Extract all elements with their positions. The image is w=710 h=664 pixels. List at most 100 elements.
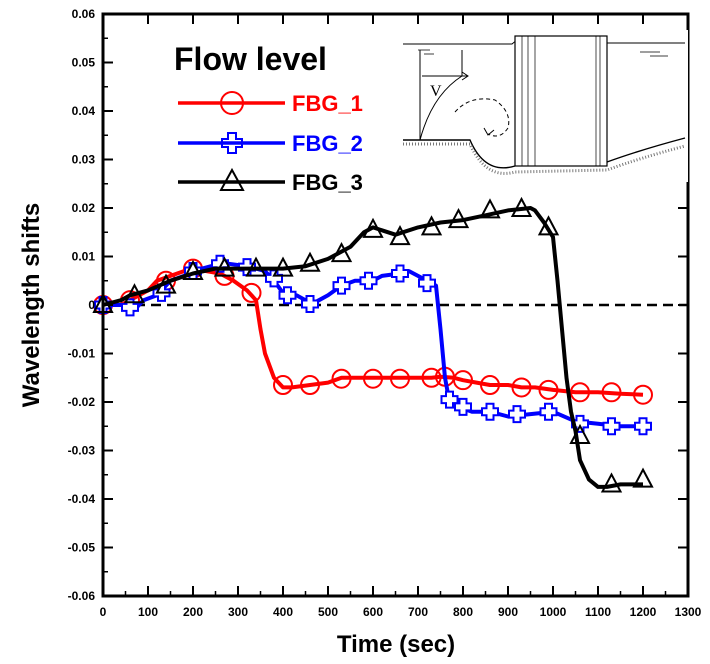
y-tick-label: -0.02 [68, 395, 96, 409]
data-point-triangle [330, 241, 353, 263]
x-tick-label: 1200 [630, 605, 657, 619]
x-axis-title: Time (sec) [337, 631, 455, 658]
data-point-triangle [389, 224, 411, 246]
data-point-plus [634, 417, 652, 436]
x-tick-label: 1100 [585, 605, 611, 619]
data-point-triangle [245, 256, 267, 277]
legend-title: Flow level [174, 41, 327, 77]
data-point-circle [390, 368, 410, 389]
legend-item-fbg-3: FBG_3 [178, 167, 363, 195]
y-tick-label: 0.06 [72, 7, 96, 21]
x-tick-label: 300 [228, 605, 248, 619]
legend-label-fbg-2: FBG_2 [292, 131, 363, 156]
y-tick-label: 0 [88, 298, 95, 312]
y-tick-label: -0.04 [68, 492, 96, 506]
x-tick-label: 600 [363, 605, 383, 619]
data-point-plus [481, 402, 499, 421]
data-point-triangle [447, 207, 470, 229]
y-tick-label: -0.03 [68, 444, 96, 458]
data-point-triangle [510, 196, 533, 217]
data-point-plus [539, 402, 558, 421]
x-tick-label: 0 [100, 605, 107, 619]
x-tick-label: 1300 [675, 605, 702, 619]
inset-vortex-arrow [483, 127, 495, 136]
x-tick-label: 900 [498, 605, 518, 619]
y-tick-label: -0.05 [68, 541, 96, 555]
data-point-circle [273, 375, 293, 396]
data-point-circle [538, 379, 559, 400]
x-tick-label: 500 [318, 605, 338, 619]
legend-item-fbg-2: FBG_2 [178, 131, 363, 156]
data-point-circle [633, 384, 653, 405]
y-tick-label: -0.01 [68, 347, 96, 361]
data-point-circle [300, 375, 320, 396]
data-point-circle [601, 382, 622, 403]
x-tick-label: 1000 [540, 605, 567, 619]
data-point-plus [332, 276, 351, 295]
inset-vortex [454, 98, 510, 137]
legend-label-fbg-1: FBG_1 [292, 91, 363, 116]
x-tick-label: 700 [408, 605, 428, 619]
data-point-circle [511, 377, 532, 398]
data-point-plus [301, 295, 319, 314]
legend: Flow level FBG_1 FBG_2 FBG_3 [174, 41, 363, 195]
legend-marker-fbg-2 [221, 132, 243, 154]
data-point-circle [241, 282, 262, 303]
inset-water-ripples [418, 49, 668, 57]
series-fbg-2 [94, 254, 652, 436]
y-tick-label: 0.01 [72, 250, 96, 264]
legend-label-fbg-3: FBG_3 [292, 170, 363, 195]
y-tick-label: 0.03 [72, 153, 96, 167]
data-point-triangle [362, 217, 384, 238]
data-point-circle [570, 382, 590, 403]
inset-velocity-arrow [422, 71, 469, 81]
data-point-triangle [299, 251, 321, 272]
data-point-circle [331, 368, 352, 389]
legend-item-fbg-1: FBG_1 [178, 91, 363, 116]
data-point-plus [121, 298, 139, 317]
data-point-plus [359, 271, 378, 290]
data-point-circle [363, 368, 383, 389]
data-point-plus [602, 417, 621, 436]
x-tick-label: 200 [183, 605, 203, 619]
data-point-plus [440, 390, 459, 409]
x-tick-label: 100 [138, 605, 158, 619]
inset-pier-scour-illustration: V [400, 30, 688, 182]
data-point-triangle [632, 467, 654, 488]
inset-velocity-symbol: V [430, 83, 442, 100]
y-tick-label: 0.02 [72, 201, 96, 215]
y-axis-title: Wavelength shifts [18, 203, 45, 407]
data-point-triangle [479, 198, 501, 219]
data-point-circle [480, 375, 500, 396]
axis-ticks [102, 13, 689, 597]
series-line [102, 206, 643, 489]
data-point-triangle [600, 472, 623, 493]
data-point-triangle [272, 256, 294, 277]
y-tick-label: 0.04 [72, 104, 96, 118]
inset-bed-texture [403, 142, 686, 175]
data-point-triangle [569, 423, 591, 444]
inset-river-bed [403, 137, 686, 169]
data-point-triangle [213, 256, 236, 277]
series-fbg-3 [92, 196, 654, 493]
legend-marker-fbg-1 [220, 91, 244, 115]
data-point-triangle [182, 259, 204, 281]
inset-pier-lines [521, 36, 601, 166]
data-point-triangle [155, 273, 177, 294]
series-layer [92, 196, 654, 493]
data-point-plus [418, 274, 436, 293]
inset-pier [514, 35, 608, 167]
data-point-triangle [537, 215, 560, 236]
data-point-plus [278, 286, 297, 305]
data-point-triangle [420, 215, 443, 236]
data-point-triangle [123, 283, 146, 304]
data-point-plus [508, 405, 526, 424]
data-point-circle [453, 370, 473, 391]
x-tick-label: 400 [273, 605, 293, 619]
y-tick-label: -0.06 [68, 589, 96, 603]
axis-tick-labels: 0 100 200 300 400 500 600 700 800 900 1000 1100 1200… [68, 7, 702, 619]
legend-marker-fbg-3 [219, 167, 245, 191]
data-point-plus [391, 264, 409, 283]
x-tick-label: 800 [453, 605, 473, 619]
